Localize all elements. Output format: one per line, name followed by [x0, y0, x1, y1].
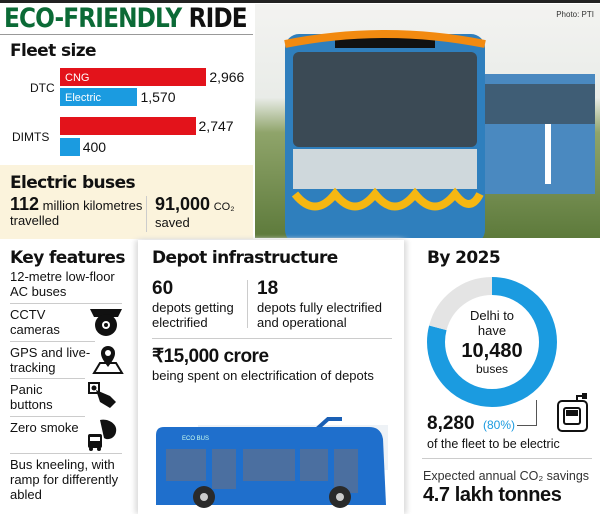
electric-text: of the fleet to be electric: [427, 437, 560, 451]
divider: [422, 458, 592, 459]
spend-amount: ₹15,000 crore: [152, 346, 269, 367]
depots-electrifying-text: depots getting electrified: [152, 300, 234, 330]
map-pin-icon: [92, 346, 124, 374]
co2-value: 91,000: [155, 194, 211, 214]
divider: [146, 196, 147, 232]
electric-bus-plug-icon: [557, 393, 588, 432]
bar-value-label: 2,747: [198, 118, 234, 134]
bus-photo: Photo: PTI: [255, 4, 600, 238]
spend-text: being spent on electrification of depots: [152, 368, 374, 383]
feature-item: Zero smoke: [10, 416, 85, 435]
km-text2: travelled: [10, 213, 60, 228]
bus-smoke-icon: [88, 419, 117, 451]
co2-unit: CO₂: [213, 201, 235, 213]
hand-button-icon: [88, 382, 116, 408]
bottom-section: Key features 12-metre low-floor AC buses…: [0, 240, 600, 514]
km-stat: 112 million kilometres travelled: [10, 194, 143, 228]
photo-credit: Photo: PTI: [556, 10, 594, 19]
savings-label: Expected annual CO₂ savings: [423, 469, 590, 483]
cctv-camera-icon: [90, 309, 122, 336]
co2-stat: 91,000 CO₂ saved: [155, 194, 235, 230]
bar-dimts-cng: [60, 117, 196, 135]
depots-electrified-text: depots fully electrified and operational: [257, 300, 383, 330]
fleet-size-panel: Fleet size DTC DIMTS CNG 2,966 Electric 1,5…: [0, 34, 253, 165]
electric-buses-heading: Electric buses: [10, 173, 136, 193]
bar-value-label: 400: [82, 139, 107, 155]
feature-item: 12-metre low-floor AC buses: [10, 269, 115, 299]
electric-bus-photo-illustration: [284, 30, 595, 238]
top-rule: [0, 0, 600, 3]
feature-item: Panic buttons: [10, 378, 85, 412]
title-black: RIDE: [188, 3, 248, 34]
legend-label: CNG: [65, 72, 90, 84]
title-green: ECO-FRIENDLY: [4, 3, 182, 34]
depot-infrastructure-panel: Depot infrastructure 60 depots getting e…: [138, 240, 404, 514]
km-value: 112: [10, 194, 40, 214]
depots-electrifying-count: 60: [152, 278, 174, 299]
bar-value-label: 2,966: [209, 69, 245, 85]
fleet-donut-chart: [427, 277, 557, 407]
fleet-heading: Fleet size: [10, 41, 97, 61]
legend-label: Electric: [65, 92, 102, 104]
by2025-heading: By 2025: [427, 248, 501, 268]
electric-count: 8,280: [427, 413, 475, 434]
total-buses: 10,480: [461, 340, 523, 362]
eco-bus-illustration: [156, 417, 388, 508]
divider: [247, 280, 248, 328]
feature-item: Bus kneeling, with ramp for differently …: [10, 453, 122, 502]
km-text: million kilometres: [42, 198, 143, 213]
depots-electrified-count: 18: [257, 278, 279, 299]
bus-label: ECO BUS: [182, 436, 210, 442]
depot-heading: Depot infrastructure: [152, 248, 338, 268]
by-2025-panel: By 2025 Delhi to have 10,480 buses 8,280…: [410, 240, 600, 514]
electric-buses-panel: Electric buses 112 million kilometres tra…: [0, 165, 253, 239]
key-features-panel: Key features 12-metre low-floor AC buses…: [0, 240, 130, 514]
bar-dtc-cng: CNG: [60, 68, 207, 86]
key-features-heading: Key features: [10, 248, 125, 268]
feature-item: CCTV cameras: [10, 303, 80, 337]
co2-text: saved: [155, 215, 190, 230]
bar-dtc-electric: Electric: [60, 88, 138, 106]
electric-percent: (80%): [483, 418, 516, 432]
donut-center-text: Delhi to have: [469, 308, 515, 338]
category-label-dtc: DTC: [30, 81, 55, 95]
bar-value-label: 1,570: [140, 89, 176, 105]
divider: [152, 338, 392, 339]
page-title: ECO-FRIENDLY RIDE: [4, 3, 248, 34]
category-label-dimts: DIMTS: [12, 130, 50, 144]
donut-center-buses: buses: [475, 362, 509, 376]
donut-slice-other: [427, 277, 557, 407]
bar-dimts-electric: [60, 138, 80, 156]
feature-item: GPS and live-tracking: [10, 341, 95, 375]
savings-value: 4.7 lakh tonnes: [423, 484, 562, 506]
